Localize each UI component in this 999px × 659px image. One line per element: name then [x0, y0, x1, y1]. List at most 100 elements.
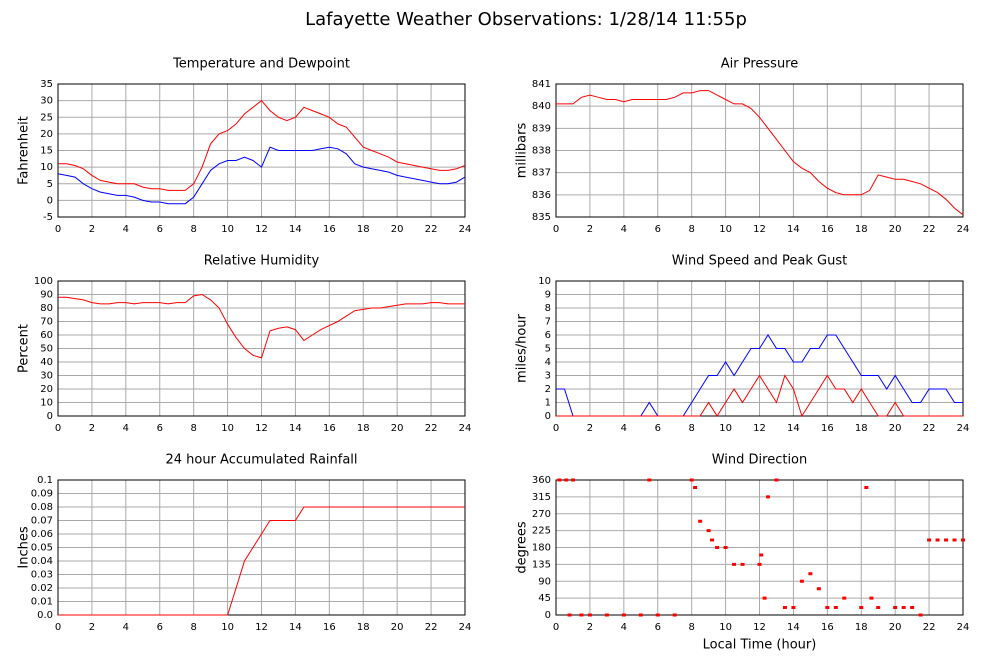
- y-tick-label: 50: [40, 344, 53, 355]
- x-tick-label: 0: [553, 622, 559, 633]
- x-tick-label: 6: [655, 622, 661, 633]
- y-tick-label: 8: [545, 303, 551, 314]
- y-tick-label: 315: [532, 492, 551, 503]
- x-tick-label: 14: [289, 224, 302, 235]
- data-point: [564, 478, 569, 482]
- x-tick-label: 18: [855, 622, 868, 633]
- data-point: [757, 562, 762, 566]
- data-point: [740, 562, 745, 566]
- data-point: [587, 613, 592, 617]
- y-tick-label: 30: [40, 96, 53, 107]
- data-point: [579, 613, 584, 617]
- data-line: [556, 374, 963, 418]
- x-tick-label: 8: [190, 423, 196, 434]
- x-tick-label: 4: [123, 423, 129, 434]
- y-tick-label: 0.08: [31, 502, 53, 513]
- data-point: [710, 538, 715, 542]
- y-tick-label: 10: [40, 162, 53, 173]
- data-point: [833, 606, 838, 609]
- y-tick-label: 0: [545, 610, 551, 621]
- x-tick-label: 16: [821, 622, 834, 633]
- x-tick-label: 4: [621, 423, 627, 434]
- x-tick-label: 12: [753, 423, 766, 434]
- x-tick-label: 24: [459, 423, 472, 434]
- data-point: [791, 606, 796, 609]
- x-tick-label: 2: [587, 423, 593, 434]
- y-tick-label: 20: [40, 129, 53, 140]
- x-tick-label: 18: [855, 224, 868, 235]
- x-tick-label: 0: [55, 224, 61, 235]
- data-line: [57, 146, 466, 205]
- data-point: [774, 478, 779, 482]
- y-tick-label: 0.04: [31, 556, 53, 567]
- x-tick-label: 2: [89, 622, 95, 633]
- y-axis-label: millibars: [515, 123, 530, 179]
- data-point: [698, 519, 703, 523]
- y-tick-label: 225: [532, 526, 551, 537]
- data-point: [816, 587, 821, 591]
- x-tick-label: 10: [719, 622, 732, 633]
- x-tick-label: 18: [855, 423, 868, 434]
- x-tick-label: 20: [889, 423, 902, 434]
- y-axis-label: Percent: [17, 324, 32, 373]
- y-tick-label: 360: [532, 475, 551, 486]
- panel-title: 24 hour Accumulated Rainfall: [165, 453, 357, 468]
- x-tick-label: 8: [688, 423, 694, 434]
- x-tick-label: 4: [123, 224, 129, 235]
- page-title: Lafayette Weather Observations: 1/28/14 …: [305, 9, 747, 30]
- x-tick-label: 20: [391, 224, 404, 235]
- x-tick-label: 14: [289, 423, 302, 434]
- data-point: [621, 613, 626, 617]
- x-tick-label: 0: [553, 423, 559, 434]
- x-tick-label: 16: [323, 423, 336, 434]
- y-tick-label: 0: [47, 195, 53, 206]
- x-tick-label: 2: [89, 423, 95, 434]
- y-axis-label: degrees: [515, 521, 530, 574]
- y-tick-label: 839: [532, 123, 551, 134]
- data-point: [842, 596, 847, 600]
- data-point: [762, 596, 767, 600]
- x-tick-label: 12: [753, 224, 766, 235]
- x-tick-label: 2: [587, 622, 593, 633]
- y-tick-label: 4: [545, 357, 551, 368]
- data-point: [567, 613, 572, 617]
- data-point: [732, 562, 737, 566]
- panel-title: Wind Direction: [712, 453, 808, 468]
- data-point: [693, 486, 698, 489]
- data-point: [570, 478, 575, 482]
- x-tick-label: 10: [221, 224, 234, 235]
- x-tick-label: 22: [923, 622, 936, 633]
- x-tick-label: 18: [357, 622, 370, 633]
- x-tick-label: 6: [655, 224, 661, 235]
- x-tick-label: 0: [55, 423, 61, 434]
- data-point: [825, 606, 830, 609]
- y-axis-label: miles/hour: [515, 313, 530, 382]
- data-point: [927, 538, 932, 542]
- x-tick-label: 24: [957, 423, 970, 434]
- data-point: [876, 606, 881, 609]
- data-point: [864, 486, 869, 489]
- data-point: [638, 613, 643, 617]
- x-axis-label: Local Time (hour): [703, 638, 817, 653]
- x-tick-label: 0: [553, 224, 559, 235]
- y-tick-label: 5: [47, 179, 53, 190]
- y-tick-label: 100: [34, 276, 53, 287]
- x-tick-label: 20: [391, 423, 404, 434]
- x-tick-label: 2: [587, 224, 593, 235]
- x-tick-label: 24: [459, 622, 472, 633]
- x-tick-label: 6: [655, 423, 661, 434]
- plot-frame: [555, 280, 964, 417]
- data-line: [556, 90, 964, 216]
- data-point: [759, 553, 764, 557]
- x-tick-label: 16: [323, 622, 336, 633]
- x-tick-label: 4: [621, 224, 627, 235]
- x-tick-label: 10: [719, 423, 732, 434]
- y-tick-label: 0.03: [31, 570, 53, 581]
- data-point: [808, 572, 813, 576]
- plot-frame: [57, 479, 466, 616]
- y-tick-label: 90: [538, 576, 551, 587]
- y-tick-label: 7: [545, 317, 551, 328]
- data-point: [723, 546, 728, 549]
- y-tick-label: 35: [40, 79, 53, 90]
- x-tick-label: 6: [157, 622, 163, 633]
